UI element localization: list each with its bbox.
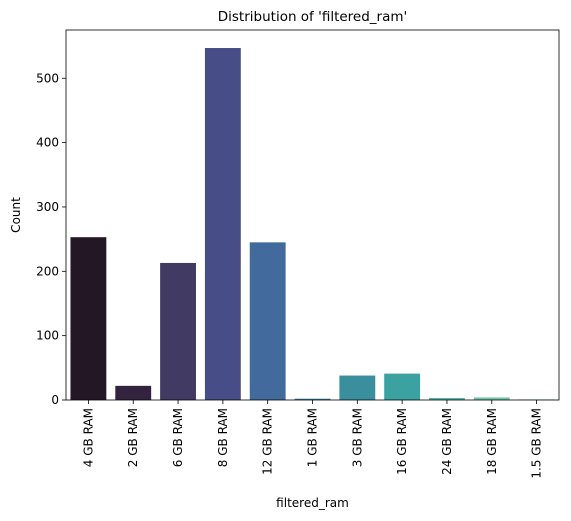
plot-frame xyxy=(65,29,560,401)
y-tick-label: 0 xyxy=(51,393,59,407)
bar-1-gb-ram xyxy=(294,398,331,400)
bars-group xyxy=(70,48,555,400)
bar-6-gb-ram xyxy=(160,262,196,400)
y-axis: 0 100 200 300 400 500 xyxy=(36,71,66,407)
y-axis-label: Count xyxy=(9,197,23,233)
bar-24-gb-ram xyxy=(429,398,465,400)
bar-18-gb-ram xyxy=(473,397,510,400)
bar-4-gb-ram xyxy=(70,237,107,400)
x-tick-label: 24 GB RAM xyxy=(440,408,454,475)
bar-3-gb-ram xyxy=(339,375,376,400)
x-tick-label: 16 GB RAM xyxy=(395,408,409,475)
x-tick-label: 3 GB RAM xyxy=(350,408,364,467)
x-tick-label: 8 GB RAM xyxy=(216,408,230,467)
x-tick-label: 18 GB RAM xyxy=(485,408,499,475)
x-tick-label: 4 GB RAM xyxy=(81,408,95,467)
bar-2-gb-ram xyxy=(115,385,152,400)
bar-8-gb-ram xyxy=(204,48,241,400)
y-tick-label: 400 xyxy=(36,136,59,150)
bar-16-gb-ram xyxy=(384,373,421,400)
x-tick-label: 2 GB RAM xyxy=(126,408,140,467)
bar-12-gb-ram xyxy=(249,242,286,400)
x-axis-label: filtered_ram xyxy=(276,496,349,510)
y-tick-label: 100 xyxy=(36,329,59,343)
y-tick-label: 300 xyxy=(36,200,59,214)
chart-title: Distribution of 'filtered_ram' xyxy=(218,9,407,25)
x-tick-label: 12 GB RAM xyxy=(261,408,275,475)
x-tick-label: 1 GB RAM xyxy=(306,408,320,467)
y-tick-label: 500 xyxy=(36,71,59,85)
x-axis: 4 GB RAM 2 GB RAM 6 GB RAM 8 GB RAM 12 GB RA… xyxy=(81,400,544,479)
x-tick-label: 6 GB RAM xyxy=(171,408,185,467)
x-tick-label: 1.5 GB RAM xyxy=(530,408,544,479)
y-tick-label: 200 xyxy=(36,264,59,278)
